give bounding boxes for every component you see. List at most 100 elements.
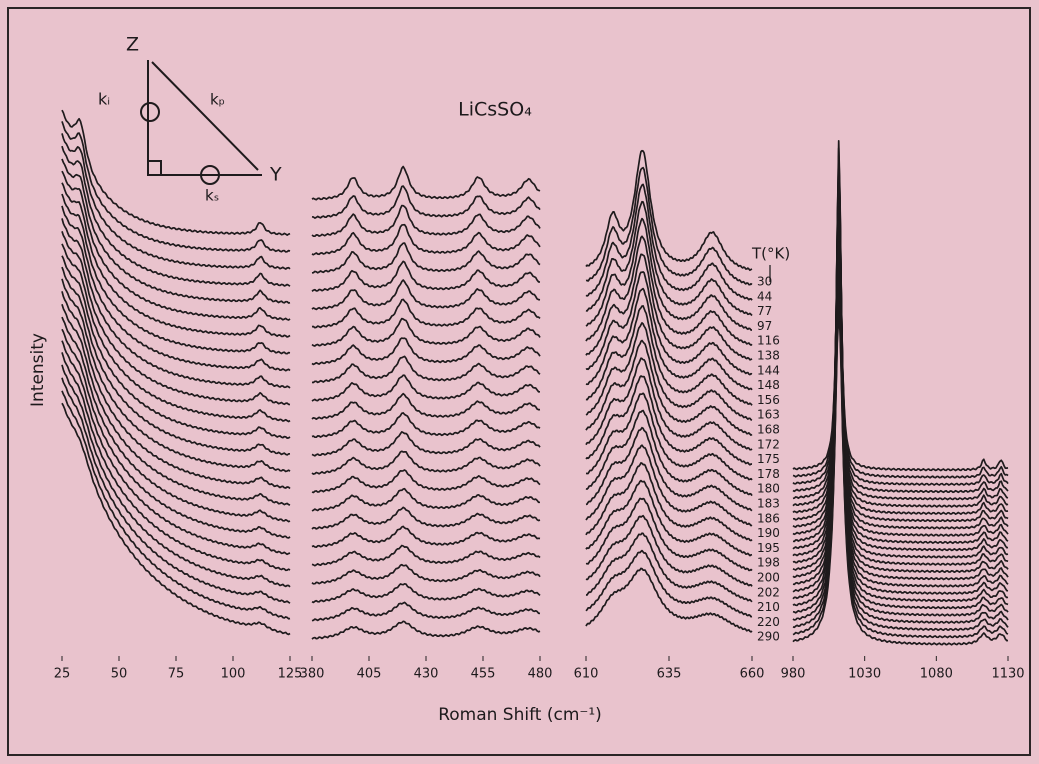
spectrum: [585, 532, 753, 603]
spectrum: [311, 412, 541, 439]
spectrum: [585, 305, 753, 406]
temperature-label: 210: [757, 600, 780, 614]
temperature-label: 220: [757, 615, 780, 629]
spectrum: [585, 497, 753, 572]
inset-label: kₚ: [210, 91, 225, 109]
spectrum: [311, 487, 540, 512]
x-tick-label: 25: [54, 667, 71, 682]
temperature-label: 202: [757, 585, 780, 599]
temperature-label: 116: [757, 334, 780, 348]
spectrum: [585, 183, 753, 301]
temperature-label: 97: [757, 319, 772, 333]
spectrum: [311, 582, 541, 604]
spectrum: [61, 377, 291, 604]
spectrum: [61, 121, 291, 253]
temperature-label: 198: [757, 556, 780, 570]
spectrum: [311, 392, 541, 420]
x-tick-label: 430: [414, 667, 439, 682]
spectrum: [585, 149, 753, 272]
temperature-label: 290: [757, 630, 780, 644]
x-tick-label: 1080: [920, 667, 953, 682]
inset-symbol: [140, 102, 160, 122]
temperature-label: 175: [757, 452, 780, 466]
x-tick-label: 50: [111, 667, 128, 682]
spectrum: [61, 205, 291, 372]
spectrum: [311, 544, 541, 567]
spectrum: [792, 162, 1009, 494]
inset-axis: [151, 61, 259, 171]
spectrum: [585, 217, 752, 331]
spectrum: [61, 364, 291, 588]
spectrum: [585, 166, 753, 286]
spectrum: [311, 242, 541, 274]
spectrum: [792, 183, 1009, 515]
temperature-label: 138: [757, 349, 780, 363]
spectrum: [61, 243, 291, 423]
spectrum: [61, 255, 291, 439]
spectrum: [585, 357, 753, 451]
spectrum: [585, 479, 753, 557]
spectrum: [311, 185, 541, 219]
spectrum: [61, 316, 291, 523]
spectrum: [585, 514, 753, 587]
x-tick-label: 610: [574, 667, 599, 682]
spectrum: [792, 170, 1009, 501]
spectrum: [311, 337, 541, 366]
spectrum: [585, 444, 753, 527]
spectrum: [585, 287, 753, 391]
y-axis-label: Intensity: [28, 333, 48, 407]
spectrum: [61, 291, 291, 490]
temperature-label: 77: [757, 304, 772, 318]
x-axis-label: Roman Shift (cm⁻¹): [438, 705, 602, 725]
spectrum: [585, 339, 753, 436]
spectrum: [61, 158, 291, 304]
spectrum: [311, 298, 541, 329]
temperature-label: 30: [757, 275, 772, 289]
spectrum: [585, 200, 753, 317]
spectrum: [61, 182, 291, 338]
x-tick-label: 1030: [848, 667, 881, 682]
spectrum: [792, 155, 1009, 486]
spectrum: [61, 109, 291, 236]
inset-label: Y: [269, 164, 282, 186]
temperature-label: 195: [757, 541, 780, 555]
spectrum: [311, 506, 541, 530]
temperature-label: 168: [757, 423, 780, 437]
x-tick-label: 380: [300, 667, 325, 682]
x-tick-label: 125: [278, 667, 303, 682]
legend-title: T(°K): [751, 245, 790, 263]
spectrum: [585, 426, 753, 512]
spectrum: [61, 340, 291, 556]
spectrum: [311, 525, 541, 549]
spectrum: [792, 139, 1009, 472]
spectrum: [61, 133, 291, 270]
spectrum: [311, 204, 541, 238]
spectrum: [61, 193, 291, 355]
spectrum: [311, 317, 541, 347]
inset-right-angle: [147, 160, 162, 176]
x-tick-label: 660: [740, 667, 765, 682]
spectrum: [792, 147, 1009, 479]
x-tick-label: 75: [168, 667, 185, 682]
spectrum: [61, 402, 291, 636]
spectrum: [311, 563, 541, 585]
spectrum: [311, 431, 541, 457]
x-tick-label: 455: [471, 667, 496, 682]
spectrum: [585, 271, 753, 376]
spectrum: [585, 253, 753, 361]
spectrum: [792, 314, 1009, 646]
spectrum: [61, 328, 291, 539]
temperature-label: 183: [757, 497, 780, 511]
spectrum: [311, 165, 541, 201]
temperature-label: 148: [757, 378, 780, 392]
spectrum: [311, 450, 541, 475]
inset-symbol: [200, 165, 220, 185]
frame: [7, 7, 1031, 756]
temperature-label: 178: [757, 467, 780, 481]
inset: [140, 60, 262, 185]
spectrum: [585, 567, 753, 633]
spectrum: [585, 462, 753, 542]
temperature-label: 190: [757, 526, 780, 540]
x-tick-label: 635: [657, 667, 682, 682]
